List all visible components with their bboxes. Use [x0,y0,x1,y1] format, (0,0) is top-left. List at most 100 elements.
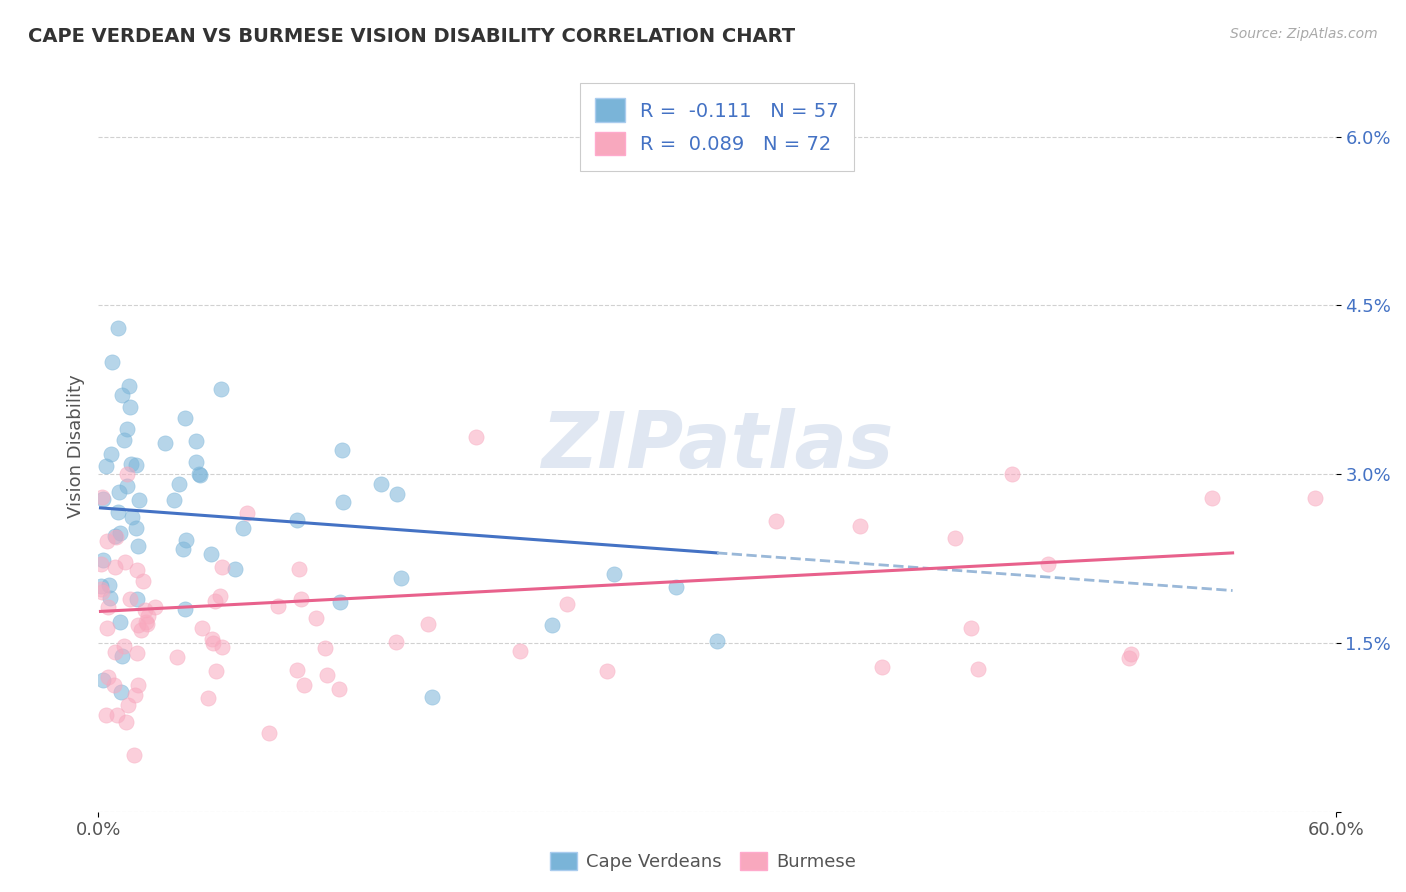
Point [98,591,121,605]
Point [90,582,112,596]
Point [174,601,197,615]
Point [122,748,145,763]
Point [465,430,488,444]
Point [111,649,134,664]
Point [285,663,308,677]
Point [121,510,143,524]
Point [197,691,219,706]
Point [385,487,408,501]
Point [1001,467,1024,482]
Point [849,519,872,533]
Point [129,624,152,638]
Point [232,521,254,535]
Point [91,490,114,504]
Point [108,615,131,629]
Point [384,635,406,649]
Point [172,542,194,557]
Point [91,491,114,506]
Point [127,563,149,577]
Point [555,597,578,611]
Point [117,698,139,713]
Point [184,434,207,448]
Point [115,467,138,482]
Point [943,531,966,545]
Point [103,559,125,574]
Point [209,382,232,396]
Point [135,615,157,629]
Point [190,468,212,483]
Point [120,458,142,472]
Point [90,579,112,593]
Point [145,600,167,615]
Point [90,584,112,599]
Point [100,447,122,461]
Point [370,477,392,491]
Point [96,708,118,723]
Point [103,677,125,691]
Point [1303,491,1326,506]
Point [125,521,148,535]
Point [266,599,288,614]
Point [163,493,186,508]
Point [100,354,122,368]
Point [136,616,159,631]
Point [967,662,990,676]
Point [328,682,350,697]
Point [1036,557,1059,571]
Point [107,506,129,520]
Point [174,533,197,548]
Point [104,530,127,544]
Point [125,458,148,473]
Point [1121,647,1143,661]
Point [93,673,115,687]
Point [389,571,412,585]
Point [332,495,354,509]
Point [153,436,176,450]
Point [112,434,135,448]
Point [224,562,246,576]
Point [131,574,153,588]
Point [127,618,149,632]
Point [187,467,209,481]
Point [128,678,150,692]
Point [110,684,132,698]
Point [418,616,440,631]
Point [97,578,120,592]
Point [603,566,626,581]
Point [115,479,138,493]
Point [97,600,120,615]
Point [127,539,149,553]
Point [97,670,120,684]
Point [285,513,308,527]
Point [167,476,190,491]
Point [765,515,787,529]
Point [541,617,564,632]
Point [128,492,150,507]
Point [870,660,893,674]
Point [115,714,138,729]
Point [420,690,443,704]
Point [305,611,328,625]
Point [201,632,224,646]
Point [96,533,118,548]
Point [292,677,315,691]
Point [108,485,131,500]
Point [1201,491,1223,506]
Point [509,643,531,657]
Point [200,547,222,561]
Point [201,636,224,650]
Point [211,640,233,654]
Point [186,455,208,469]
Point [110,388,132,402]
Y-axis label: Vision Disability: Vision Disability [66,374,84,518]
Point [107,321,129,335]
Point [204,664,226,678]
Legend: Cape Verdeans, Burmese: Cape Verdeans, Burmese [543,845,863,879]
Point [104,529,127,543]
Point [115,422,138,436]
Point [120,592,142,607]
Point [118,400,141,414]
Point [90,557,112,571]
Point [125,591,148,606]
Point [706,633,728,648]
